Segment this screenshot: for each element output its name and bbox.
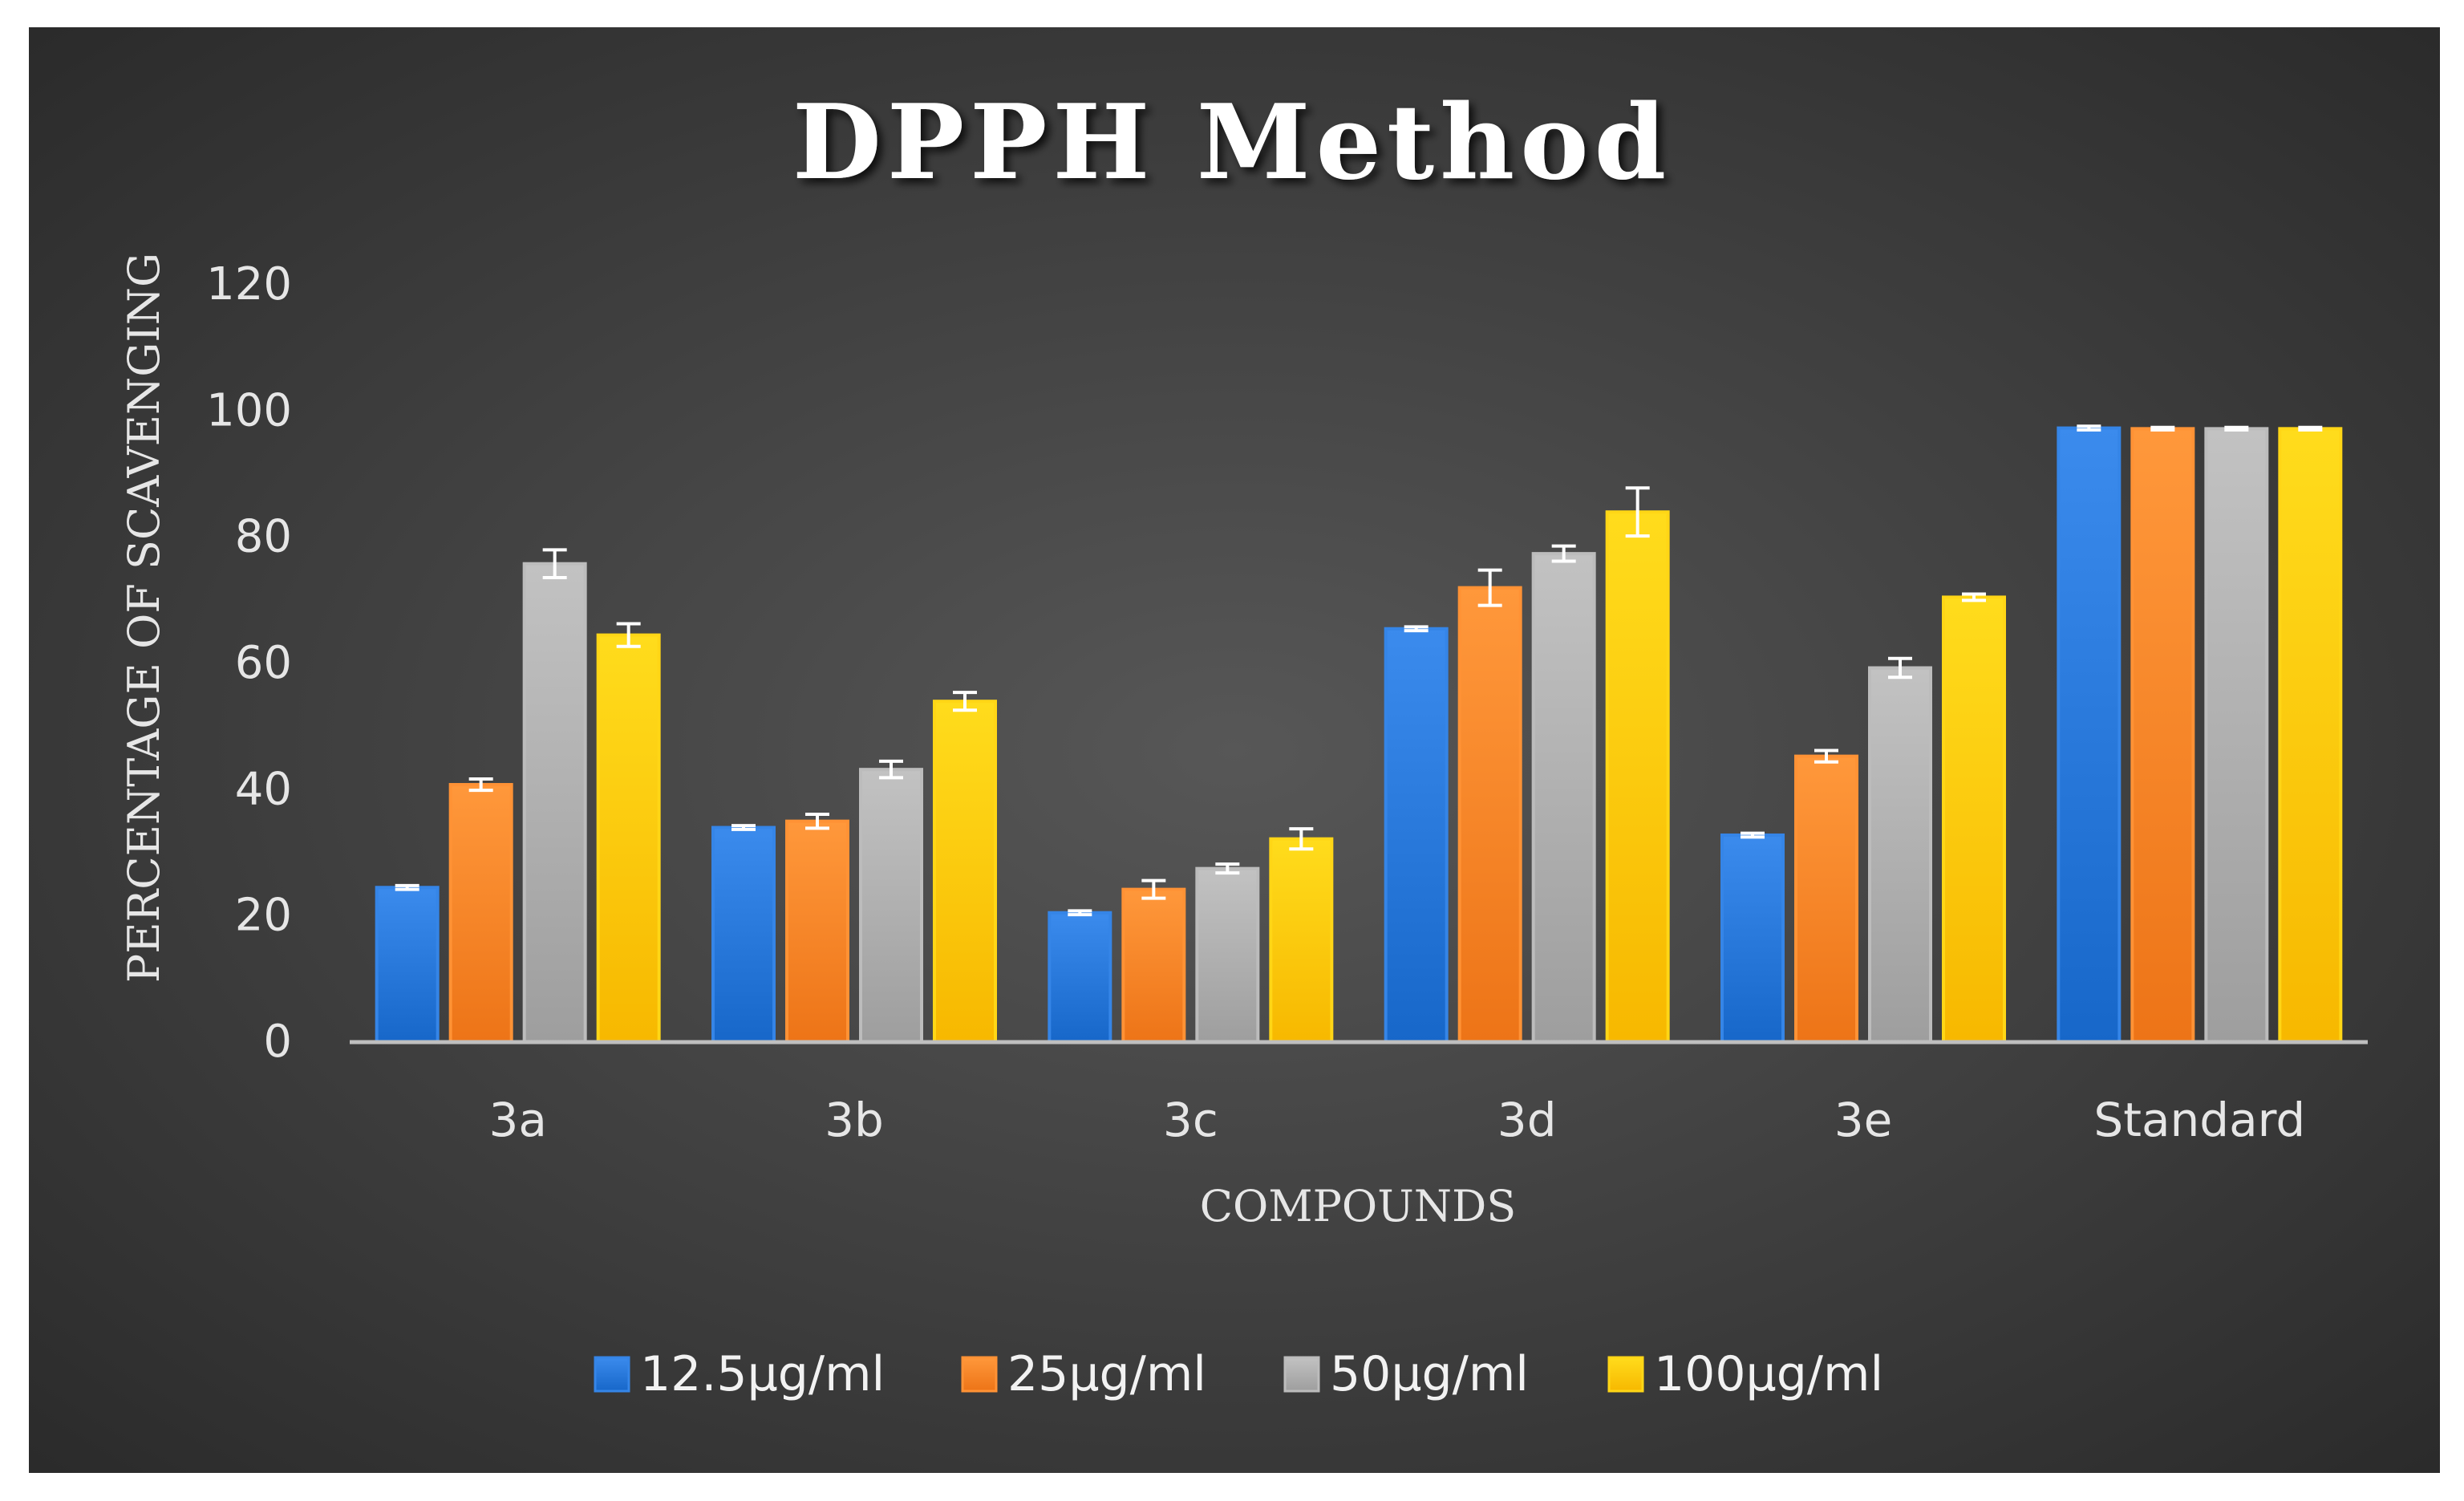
bar-3a-3 bbox=[596, 633, 661, 1044]
legend-label: 50µg/ml bbox=[1330, 1346, 1529, 1402]
error-bar-3b-0 bbox=[732, 824, 756, 831]
error-bar-3c-3 bbox=[1289, 827, 1314, 851]
x-tick-label: 3a bbox=[488, 1093, 546, 1147]
x-tick-label: 3e bbox=[1834, 1093, 1893, 1147]
legend-swatch bbox=[961, 1356, 998, 1393]
bar-3a-1 bbox=[448, 783, 513, 1044]
error-bar-Standard-3 bbox=[2298, 425, 2323, 432]
bar-3b-1 bbox=[785, 819, 849, 1045]
y-tick-label: 0 bbox=[263, 1016, 292, 1068]
x-tick-label: Standard bbox=[2093, 1093, 2305, 1147]
error-bars bbox=[395, 424, 2323, 917]
legend-swatch bbox=[1283, 1356, 1320, 1393]
legend-swatch bbox=[1607, 1356, 1644, 1393]
bar-3c-0 bbox=[1048, 911, 1112, 1044]
bar-3e-2 bbox=[1868, 666, 1932, 1044]
error-bar-3a-2 bbox=[542, 548, 567, 580]
error-bar-3e-0 bbox=[1741, 831, 1765, 839]
bar-3a-2 bbox=[522, 562, 587, 1044]
y-axis-label: PERCENTAGE OF SCAVENGING bbox=[119, 253, 169, 983]
error-bar-Standard-0 bbox=[2077, 424, 2101, 432]
legend-label: 100µg/ml bbox=[1654, 1346, 1883, 1402]
error-bar-3d-2 bbox=[1551, 544, 1576, 563]
x-tick-label: 3d bbox=[1497, 1093, 1557, 1147]
error-bar-3d-1 bbox=[1477, 568, 1502, 607]
chart-title: DPPH Method bbox=[792, 83, 1672, 203]
bar-Standard-1 bbox=[2130, 427, 2195, 1044]
y-tick-label: 20 bbox=[235, 890, 292, 942]
x-tick-labels: 3a 3b 3c 3d 3e Standard bbox=[488, 1093, 2305, 1147]
bar-3d-0 bbox=[1384, 627, 1449, 1044]
y-tick-label: 100 bbox=[206, 384, 292, 436]
y-tick-labels: 0 20 40 60 80 100 120 bbox=[206, 258, 292, 1068]
error-bar-Standard-2 bbox=[2224, 425, 2249, 432]
legend-item: 100µg/ml bbox=[1607, 1346, 1883, 1402]
bar-3c-2 bbox=[1195, 866, 1260, 1044]
bar-3b-3 bbox=[933, 700, 997, 1044]
error-bar-3b-2 bbox=[879, 759, 903, 780]
legend-item: 25µg/ml bbox=[961, 1346, 1206, 1402]
error-bar-3d-0 bbox=[1404, 625, 1429, 633]
legend-label: 12.5µg/ml bbox=[640, 1346, 885, 1402]
error-bar-3a-3 bbox=[616, 622, 641, 648]
bar-3d-1 bbox=[1457, 586, 1522, 1044]
legend-item: 50µg/ml bbox=[1283, 1346, 1529, 1402]
bar-3c-1 bbox=[1121, 887, 1186, 1045]
y-tick-label: 40 bbox=[235, 763, 292, 815]
chart-background bbox=[29, 27, 2440, 1473]
x-tick-label: 3b bbox=[825, 1093, 884, 1147]
error-bar-Standard-1 bbox=[2150, 425, 2175, 432]
error-bar-3a-0 bbox=[395, 883, 419, 891]
error-bar-3d-3 bbox=[1625, 486, 1650, 538]
bar-3e-0 bbox=[1720, 833, 1785, 1045]
bar-3b-2 bbox=[859, 768, 923, 1044]
legend-swatch bbox=[594, 1356, 630, 1393]
bar-Standard-2 bbox=[2204, 427, 2269, 1044]
legend-item: 12.5µg/ml bbox=[594, 1346, 885, 1402]
bar-Standard-0 bbox=[2057, 426, 2122, 1044]
bar-3e-1 bbox=[1794, 754, 1858, 1044]
bar-3b-0 bbox=[711, 826, 776, 1044]
error-bar-3c-1 bbox=[1141, 878, 1166, 900]
bar-3e-3 bbox=[1942, 595, 2006, 1044]
error-bar-3b-3 bbox=[953, 691, 977, 712]
bar-Standard-3 bbox=[2278, 427, 2343, 1044]
bar-3d-3 bbox=[1605, 510, 1670, 1044]
error-bar-3c-2 bbox=[1215, 862, 1240, 875]
y-tick-label: 60 bbox=[235, 637, 292, 689]
legend: 12.5µg/ml 25µg/ml 50µg/ml 100µg/ml bbox=[594, 1346, 1883, 1402]
error-bar-3a-1 bbox=[468, 777, 493, 793]
x-tick-label: 3c bbox=[1163, 1093, 1218, 1147]
y-tick-label: 80 bbox=[235, 511, 292, 563]
error-bar-3b-1 bbox=[805, 813, 829, 830]
bar-3a-0 bbox=[375, 886, 440, 1045]
x-axis-label: COMPOUNDS bbox=[1200, 1181, 1517, 1231]
bar-3d-2 bbox=[1531, 552, 1596, 1044]
error-bar-3e-3 bbox=[1962, 592, 1986, 602]
bar-3c-3 bbox=[1269, 837, 1334, 1045]
legend-label: 25µg/ml bbox=[1007, 1346, 1206, 1402]
y-tick-label: 120 bbox=[206, 258, 292, 310]
error-bar-3e-2 bbox=[1888, 656, 1912, 680]
error-bar-3e-1 bbox=[1814, 748, 1838, 764]
error-bar-3c-0 bbox=[1068, 909, 1092, 917]
